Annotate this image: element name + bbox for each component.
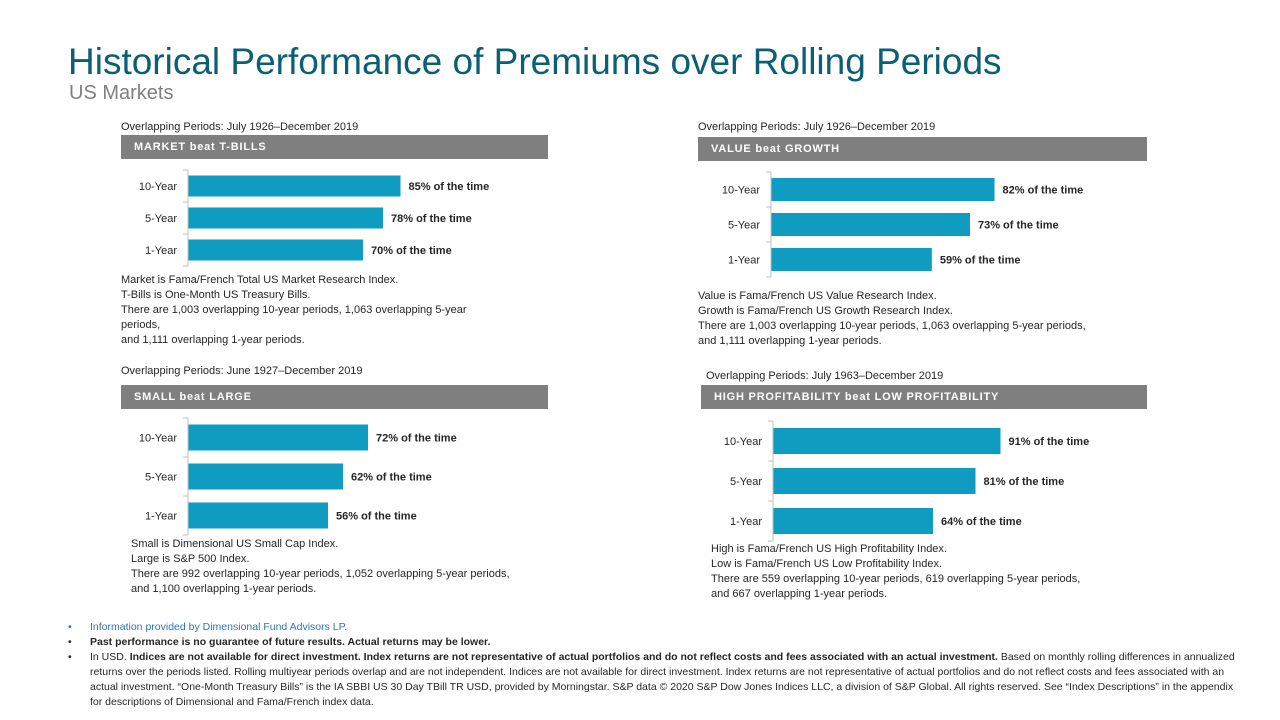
header-high-low-profitability: HIGH PROFITABILITY beat LOW PROFITABILIT…	[701, 385, 1147, 409]
note-line: There are 1,003 overlapping 10-year peri…	[698, 320, 1086, 332]
period-market-tbills: Overlapping Periods: July 1926–December …	[121, 121, 359, 133]
footer-disclaimer-lead: In USD.	[90, 651, 130, 663]
note-line: Market is Fama/French Total US Market Re…	[121, 274, 399, 286]
bar-5-year	[188, 463, 343, 490]
bar-10-year	[188, 424, 368, 451]
category-label: 1-Year	[728, 255, 760, 267]
period-value-growth: Overlapping Periods: July 1926–December …	[698, 121, 936, 133]
bar-5-year	[773, 468, 976, 494]
data-label: 82% of the time	[1003, 185, 1084, 197]
note-line: Small is Dimensional US Small Cap Index.	[131, 538, 339, 550]
note-line: Growth is Fama/French US Growth Research…	[698, 305, 953, 317]
note-line: and 1,111 overlapping 1-year periods.	[121, 334, 305, 346]
note-line: High is Fama/French US High Profitabilit…	[711, 543, 947, 555]
footer-disclaimer-rest: Based on monthly rolling differences in …	[90, 651, 1235, 708]
note-line: periods,	[121, 319, 161, 331]
chart-high-low-profitability: 10-Year 91% of the time 5-Year 81% of the t…	[701, 420, 1147, 542]
header-value-growth: VALUE beat GROWTH	[698, 137, 1147, 161]
category-label: 5-Year	[145, 213, 177, 225]
footer-past-performance-text: Past performance is no guarantee of futu…	[90, 636, 491, 648]
bar-10-year	[773, 428, 1001, 454]
bullet-icon: •	[68, 636, 72, 648]
data-label: 62% of the time	[351, 472, 432, 484]
bar-10-year	[771, 178, 995, 201]
notes-high-low-profitability: High is Fama/French US High Profitabilit…	[711, 542, 1080, 602]
footer-past-performance-line: • Past performance is no guarantee of fu…	[68, 635, 1238, 650]
notes-small-large: Small is Dimensional US Small Cap Index.…	[131, 537, 510, 597]
footer-disclosures: • Information provided by Dimensional Fu…	[68, 620, 1238, 710]
data-label: 59% of the time	[940, 255, 1021, 267]
data-label: 78% of the time	[391, 213, 472, 225]
bullet-icon: •	[68, 621, 72, 633]
category-label: 1-Year	[730, 516, 762, 528]
footer-source-text: Information provided by Dimensional Fund…	[90, 621, 348, 633]
page-title: Historical Performance of Premiums over …	[68, 41, 1002, 82]
note-line: T-Bills is One-Month US Treasury Bills.	[121, 289, 311, 301]
note-line: Large is S&P 500 Index.	[131, 553, 250, 565]
notes-market-tbills: Market is Fama/French Total US Market Re…	[121, 273, 467, 348]
period-high-low-profitability: Overlapping Periods: July 1963–December …	[706, 370, 944, 382]
footer-disclaimer-line: • In USD. Indices are not available for …	[68, 650, 1238, 710]
data-label: 72% of the time	[376, 433, 457, 445]
category-label: 5-Year	[730, 476, 762, 488]
bullet-icon: •	[68, 651, 72, 663]
category-label: 10-Year	[139, 181, 177, 193]
header-market-tbills: MARKET beat T-BILLS	[121, 135, 548, 159]
note-line: Low is Fama/French US Low Profitability …	[711, 558, 943, 570]
chart-small-large: 10-Year 72% of the time 5-Year 62% of the t…	[121, 417, 548, 536]
note-line: and 1,100 overlapping 1-year periods.	[131, 583, 317, 595]
category-label: 10-Year	[724, 436, 762, 448]
category-label: 1-Year	[145, 245, 177, 257]
category-label: 10-Year	[139, 433, 177, 445]
page-subtitle: US Markets	[69, 82, 174, 104]
data-label: 70% of the time	[371, 245, 452, 257]
header-small-large: SMALL beat LARGE	[121, 385, 548, 409]
bar-1-year	[188, 239, 363, 261]
data-label: 85% of the time	[409, 181, 490, 193]
bar-10-year	[188, 175, 401, 197]
bar-5-year	[771, 213, 970, 236]
data-label: 91% of the time	[1009, 436, 1090, 448]
chart-value-growth: 10-Year 82% of the time 5-Year 73% of the t…	[698, 171, 1147, 278]
chart-market-tbills: 10-Year 85% of the time 5-Year 78% of the t…	[121, 169, 548, 267]
category-label: 5-Year	[728, 220, 760, 232]
note-line: and 1,111 overlapping 1-year periods.	[698, 335, 882, 347]
bar-1-year	[773, 508, 933, 534]
data-label: 64% of the time	[941, 516, 1022, 528]
category-label: 1-Year	[145, 511, 177, 523]
note-line: Value is Fama/French US Value Research I…	[698, 290, 937, 302]
note-line: and 667 overlapping 1-year periods.	[711, 588, 888, 600]
data-label: 56% of the time	[336, 511, 417, 523]
notes-value-growth: Value is Fama/French US Value Research I…	[698, 289, 1086, 349]
category-label: 5-Year	[145, 472, 177, 484]
note-line: There are 992 overlapping 10-year period…	[131, 568, 510, 580]
note-line: There are 559 overlapping 10-year period…	[711, 573, 1081, 585]
note-line: There are 1,003 overlapping 10-year peri…	[121, 304, 467, 316]
footer-disclaimer-bold: Indices are not available for direct inv…	[129, 651, 998, 663]
footer-source-line: • Information provided by Dimensional Fu…	[68, 620, 1238, 635]
category-label: 10-Year	[722, 185, 760, 197]
data-label: 73% of the time	[978, 220, 1059, 232]
bar-1-year	[771, 248, 932, 271]
period-small-large: Overlapping Periods: June 1927–December …	[121, 365, 363, 377]
bar-1-year	[188, 502, 328, 529]
bar-5-year	[188, 207, 383, 229]
data-label: 81% of the time	[984, 476, 1065, 488]
